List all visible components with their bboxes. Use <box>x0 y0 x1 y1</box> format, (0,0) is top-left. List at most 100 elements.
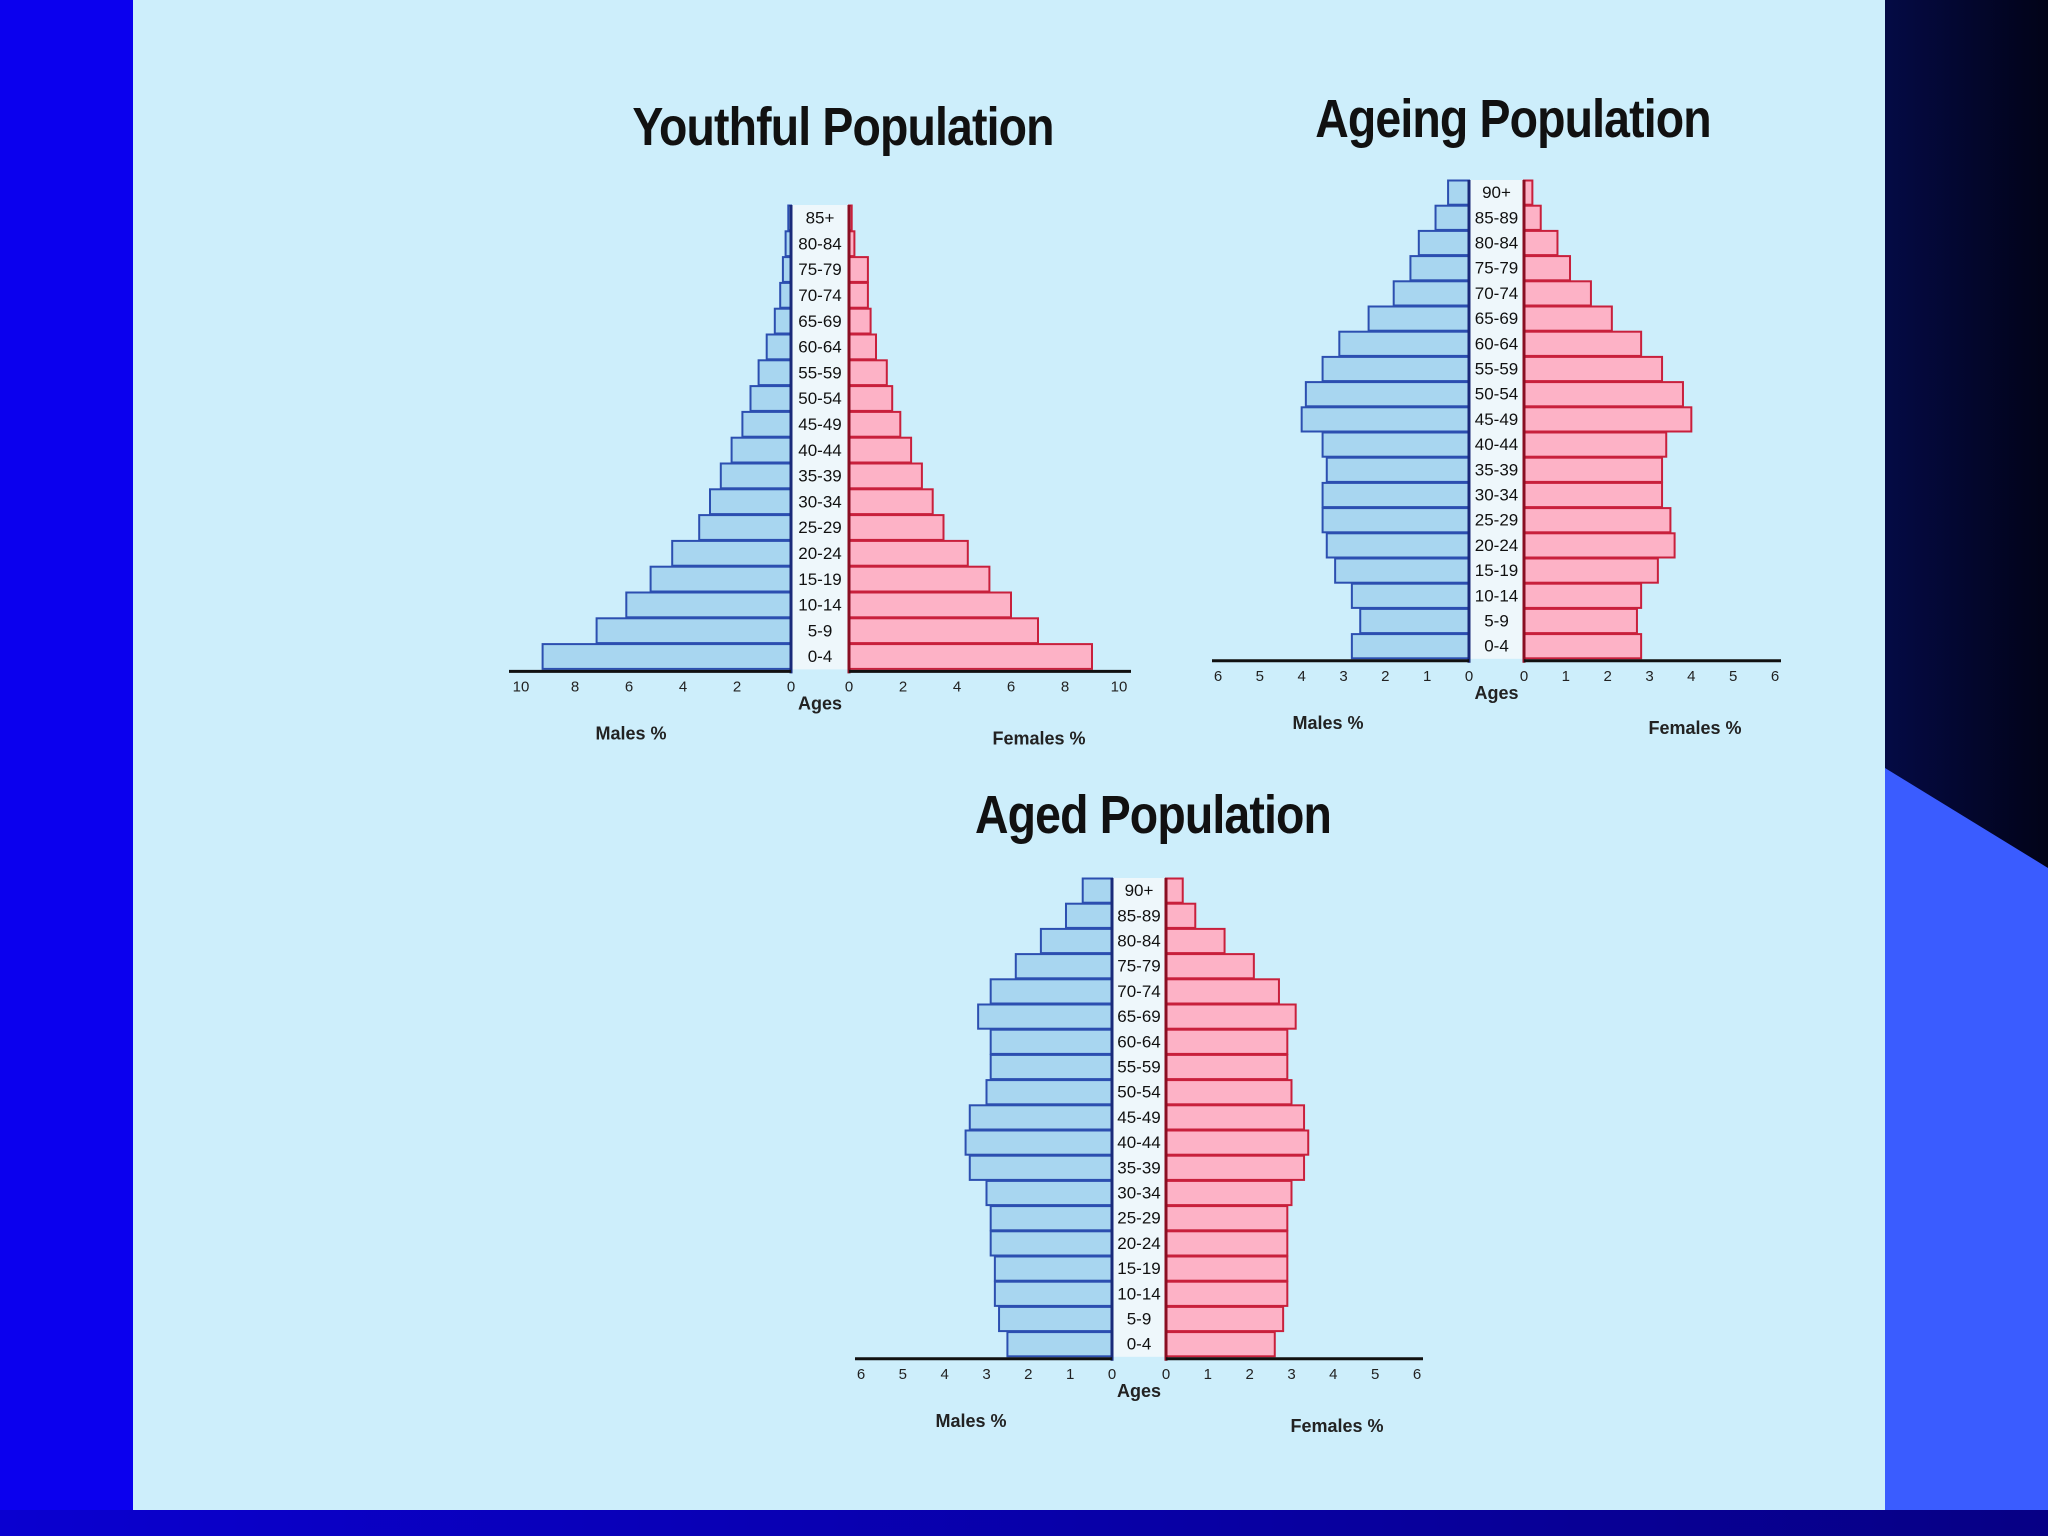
female-bar <box>1523 582 1643 609</box>
female-tick-label: 5 <box>1729 668 1737 685</box>
age-label: 0-4 <box>1484 637 1509 656</box>
male-bar <box>730 436 793 464</box>
age-label: 50-54 <box>798 389 841 408</box>
age-label: 65-69 <box>798 312 841 331</box>
age-label: 40-44 <box>798 441 841 460</box>
age-label: 30-34 <box>798 492 841 511</box>
female-tick-label: 6 <box>1007 678 1015 695</box>
age-label: 35-39 <box>1117 1158 1160 1177</box>
age-label: 70-74 <box>1117 982 1160 1001</box>
age-label: 5-9 <box>1484 612 1509 631</box>
female-bar <box>1165 1104 1306 1131</box>
age-label: 30-34 <box>1117 1184 1160 1203</box>
male-bar <box>989 1028 1113 1055</box>
males-axis-label: Males % <box>595 723 666 743</box>
male-bar <box>541 643 792 670</box>
male-bar <box>1447 179 1471 206</box>
background-corner-shape <box>1885 768 2048 1536</box>
age-label: 25-29 <box>1475 511 1518 530</box>
age-label: 50-54 <box>1117 1083 1160 1102</box>
age-label: 55-59 <box>1475 360 1518 379</box>
male-bar <box>985 1079 1113 1106</box>
male-bar <box>595 617 792 645</box>
age-label: 20-24 <box>1117 1234 1160 1253</box>
female-tick-label: 2 <box>899 678 907 695</box>
age-label-column <box>791 205 849 670</box>
age-label: 90+ <box>1482 183 1511 202</box>
male-bar <box>779 281 793 309</box>
female-tick-label: 0 <box>845 678 853 695</box>
female-bar <box>848 462 923 490</box>
female-tick-label: 6 <box>1413 1366 1421 1383</box>
male-tick-label: 6 <box>857 1366 865 1383</box>
male-bar <box>698 514 793 541</box>
female-bar <box>1165 1154 1306 1181</box>
female-tick-label: 4 <box>953 678 961 695</box>
male-bar <box>1081 877 1114 904</box>
female-bar <box>1523 431 1668 458</box>
female-bar <box>1165 978 1280 1005</box>
male-bar <box>993 1280 1113 1307</box>
males-axis-label: Males % <box>1292 713 1363 733</box>
age-label: 30-34 <box>1475 486 1518 505</box>
female-bar <box>1165 1255 1289 1282</box>
chart-title-youthful: Youthful Population <box>632 97 1054 157</box>
female-bar <box>1165 1003 1297 1030</box>
female-bar <box>1165 902 1197 929</box>
age-label: 85-89 <box>1475 208 1518 227</box>
male-bar <box>989 978 1113 1005</box>
female-bar <box>848 307 872 335</box>
male-tick-label: 1 <box>1066 1366 1074 1383</box>
male-tick-label: 10 <box>513 678 530 695</box>
age-label: 80-84 <box>798 234 841 253</box>
male-bar <box>671 539 793 567</box>
female-tick-label: 0 <box>1162 1366 1170 1383</box>
age-label: 65-69 <box>1475 309 1518 328</box>
female-bar <box>848 591 1012 619</box>
age-label: 0-4 <box>808 647 833 666</box>
male-bar <box>719 462 792 490</box>
female-bar <box>848 256 869 283</box>
age-label: 35-39 <box>798 467 841 486</box>
male-bar <box>1321 507 1470 534</box>
age-label: 80-84 <box>1475 234 1518 253</box>
female-bar <box>1523 330 1643 357</box>
age-label: 70-74 <box>798 286 841 305</box>
pyramid-chart-youthful: 85+80-8475-7970-7465-6960-6455-5950-5445… <box>509 204 1131 748</box>
male-bar <box>1321 431 1470 458</box>
male-tick-label: 0 <box>1465 668 1473 685</box>
male-tick-label: 1 <box>1423 668 1431 685</box>
female-bar <box>848 281 869 309</box>
age-label: 90+ <box>1125 881 1154 900</box>
male-bar <box>989 1053 1113 1081</box>
male-bar <box>1334 557 1470 584</box>
male-bar <box>1367 305 1471 332</box>
female-bar <box>848 410 902 438</box>
male-bar <box>1350 582 1470 609</box>
female-bar <box>848 617 1039 645</box>
ages-axis-label: Ages <box>798 693 842 713</box>
age-label: 10-14 <box>1117 1284 1160 1303</box>
female-bar <box>1165 1280 1289 1307</box>
male-bar <box>1434 204 1470 231</box>
male-bar <box>749 385 792 412</box>
age-label: 25-29 <box>798 518 841 537</box>
male-bar <box>1325 532 1470 559</box>
female-tick-label: 2 <box>1245 1366 1253 1383</box>
male-tick-label: 8 <box>571 678 579 695</box>
male-bar <box>989 1205 1113 1232</box>
female-bar <box>848 436 913 464</box>
male-bar <box>968 1104 1113 1131</box>
male-bar <box>741 410 792 438</box>
males-axis-label: Males % <box>935 1411 1006 1431</box>
age-label: 75-79 <box>798 260 841 279</box>
male-bar <box>765 333 793 361</box>
female-tick-label: 4 <box>1329 1366 1337 1383</box>
chart-title-ageing: Ageing Population <box>1315 89 1711 149</box>
female-bar <box>848 488 934 516</box>
female-bar <box>1523 481 1664 509</box>
age-label: 55-59 <box>1117 1058 1160 1077</box>
ages-axis-label: Ages <box>1117 1381 1161 1401</box>
female-tick-label: 1 <box>1562 668 1570 685</box>
male-tick-label: 5 <box>899 1366 907 1383</box>
